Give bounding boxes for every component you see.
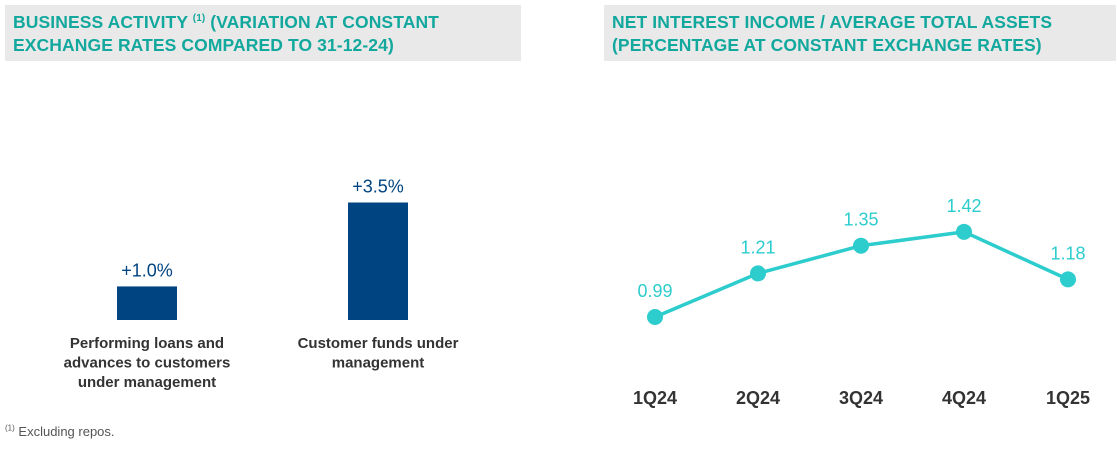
footnote-sup: (1) <box>5 423 15 433</box>
business-activity-title-line1: BUSINESS ACTIVITY (1) (VARIATION AT CONS… <box>13 12 439 32</box>
bar-1-category-label: advances to customers <box>64 355 231 372</box>
data-label-1Q24: 0.99 <box>637 281 672 301</box>
data-point-1Q24 <box>647 308 663 325</box>
business-activity-header: BUSINESS ACTIVITY (1) (VARIATION AT CONS… <box>5 5 521 61</box>
x-tick-2Q24: 2Q24 <box>736 388 780 408</box>
bar-2 <box>348 202 408 320</box>
x-tick-4Q24: 4Q24 <box>942 388 986 408</box>
net-interest-income-title-line2: (PERCENTAGE AT CONSTANT EXCHANGE RATES) <box>612 35 1042 55</box>
x-tick-3Q24: 3Q24 <box>839 388 883 408</box>
business-activity-bar-chart: +1.0% Performing loans and advances to cus… <box>64 177 459 392</box>
net-interest-income-title-line1: NET INTEREST INCOME / AVERAGE TOTAL ASSE… <box>612 12 1053 32</box>
data-point-2Q24 <box>750 265 766 282</box>
bar-1-value-label: +1.0% <box>121 260 173 280</box>
bar-1 <box>117 286 177 320</box>
data-label-4Q24: 1.42 <box>946 196 981 216</box>
x-tick-1Q24: 1Q24 <box>633 388 677 408</box>
data-point-4Q24 <box>956 223 972 240</box>
x-tick-1Q25: 1Q25 <box>1046 388 1090 408</box>
data-label-1Q25: 1.18 <box>1050 243 1085 263</box>
bar-2-category-label: Customer funds under <box>298 335 459 352</box>
data-label-3Q24: 1.35 <box>843 210 878 230</box>
data-label-2Q24: 1.21 <box>740 237 775 257</box>
data-point-1Q25 <box>1060 271 1076 288</box>
footnote-text: Excluding repos. <box>18 424 115 439</box>
net-interest-income-header: NET INTEREST INCOME / AVERAGE TOTAL ASSE… <box>604 5 1116 61</box>
bar-2-category-label: management <box>332 355 425 372</box>
bar-2-value-label: +3.5% <box>352 177 404 197</box>
footnote-marker: (1) <box>192 13 206 25</box>
bar-1-category-label: under management <box>78 374 216 391</box>
business-activity-title-line2: EXCHANGE RATES COMPARED TO 31-12-24) <box>13 35 394 55</box>
footnote: (1) Excluding repos. <box>5 424 115 439</box>
bar-1-category-label: Performing loans and <box>70 335 224 352</box>
data-point-3Q24 <box>853 237 869 254</box>
